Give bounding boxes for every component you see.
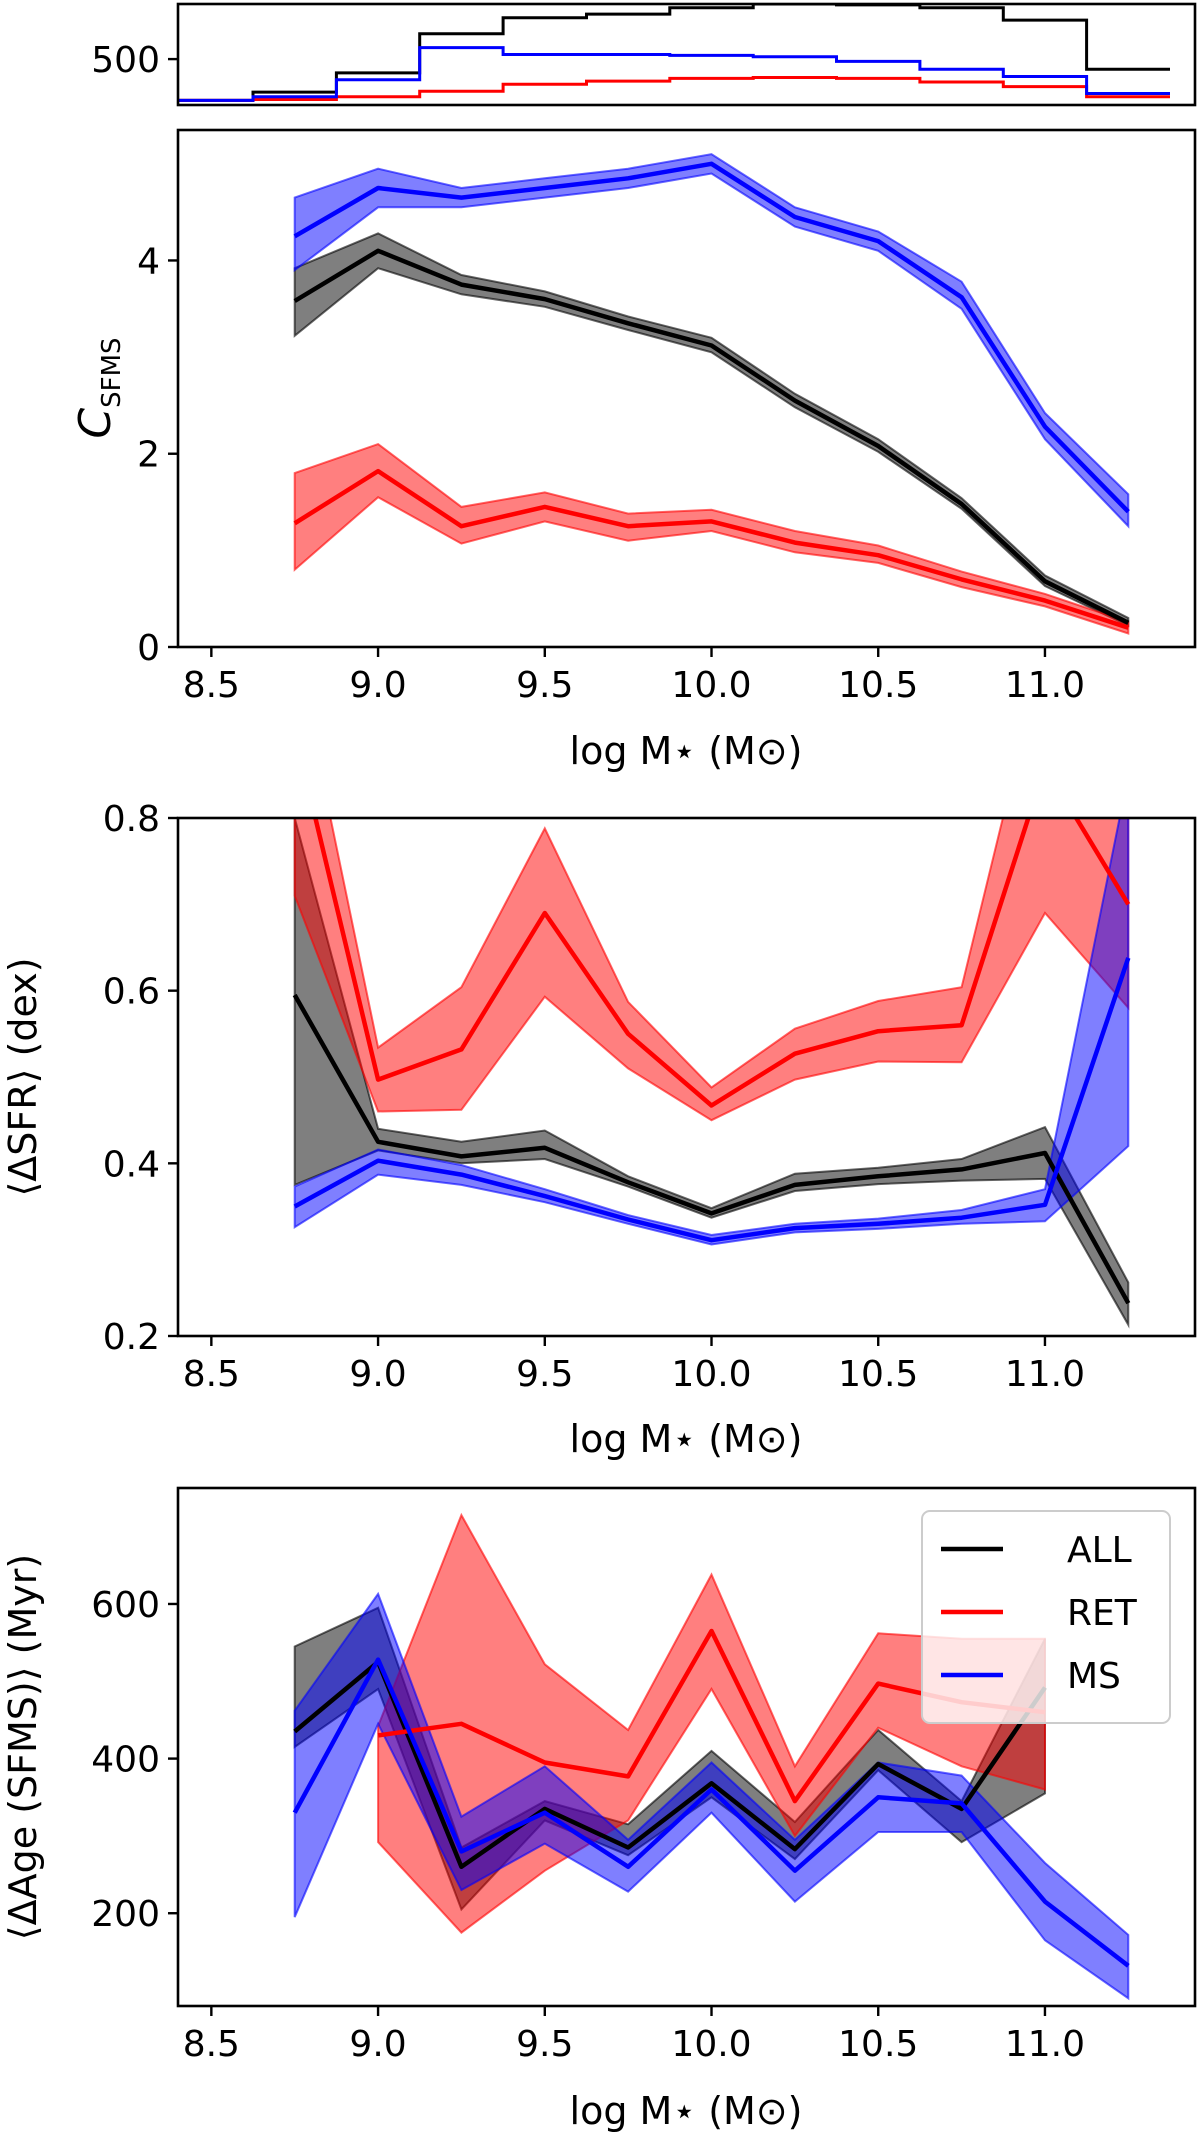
csfms-band-ret (293, 442, 1130, 635)
dage-line-ms (292, 1657, 1130, 1968)
csfms-panel: 0 2 4 8.5 9.0 9.5 10.0 10.5 11.0 log M⋆ (M⊙) CSF… (70, 128, 1197, 773)
csfms-x-label: log M⋆ (M⊙) (570, 729, 803, 773)
dage-ticks: 200 400 600 8.5 9.0 9.5 10.0 10.5 11.0 (91, 1585, 1085, 2065)
dage-line-all (293, 1659, 1047, 1870)
y-tick-label: 400 (91, 1740, 160, 1781)
csfms-line-ms (293, 161, 1130, 514)
csfms-y-label-main: C (70, 408, 121, 439)
hist-step-all (178, 4, 1170, 102)
x-tick-label: 10.5 (838, 2024, 918, 2065)
histogram-panel: 500 (91, 2, 1197, 107)
csfms-ticks: 0 2 4 8.5 9.0 9.5 10.0 10.5 11.0 (137, 241, 1085, 706)
dage-y-label: ⟨ΔAge (SFMS)⟩ (Myr) (1, 1554, 45, 1940)
dsfr-band-ret (293, 818, 1130, 1122)
y-tick-label: 600 (91, 1585, 160, 1626)
x-tick-label: 10.5 (838, 1354, 918, 1395)
csfms-y-label-sub: SFMS (97, 337, 127, 407)
legend-label-all: ALL (1067, 1530, 1132, 1571)
x-tick-label: 11.0 (1005, 665, 1085, 706)
legend-box (921, 1510, 1171, 1724)
histogram-frame (176, 2, 1197, 107)
dage-x-label: log M⋆ (M⊙) (570, 2089, 803, 2133)
x-tick-label: 9.5 (516, 1354, 573, 1395)
y-tick-label: 4 (137, 241, 160, 282)
csfms-frame (176, 128, 1197, 649)
dsfr-x-label: log M⋆ (M⊙) (570, 1417, 803, 1461)
y-tick-label: 0.4 (103, 1144, 160, 1185)
dsfr-line-ret (313, 818, 1131, 1108)
x-tick-label: 9.0 (349, 665, 406, 706)
y-tick-label: 200 (91, 1894, 160, 1935)
legend-label-ret: RET (1067, 1593, 1138, 1634)
dsfr-frame (176, 816, 1197, 1338)
csfms-band-all (293, 232, 1130, 628)
x-tick-label: 10.0 (671, 2024, 751, 2065)
dage-frame (176, 1486, 1197, 2008)
x-tick-label: 11.0 (1005, 1354, 1085, 1395)
x-tick-label: 10.0 (671, 665, 751, 706)
y-tick-label: 0.8 (103, 799, 160, 840)
dsfr-line-ms (293, 957, 1131, 1243)
x-tick-label: 10.5 (838, 665, 918, 706)
csfms-y-label: CSFMS (70, 337, 127, 438)
csfms-line-ret (293, 468, 1129, 630)
dsfr-ticks: 0.2 0.4 0.6 0.8 8.5 9.0 9.5 10.0 10.5 11.0 (103, 799, 1085, 1395)
y-tick-label: 2 (137, 435, 160, 476)
y-tick-label: 0.6 (103, 972, 160, 1013)
dage-band-ms (293, 1591, 1130, 2001)
histogram-y-ticks: 500 (91, 40, 178, 81)
x-tick-label: 9.5 (516, 2024, 573, 2065)
hist-step-ms (178, 46, 1170, 102)
dsfr-panel: 0.2 0.4 0.6 0.8 8.5 9.0 9.5 10.0 10.5 11.0 log M⋆… (1, 799, 1197, 1461)
csfms-line-all (293, 248, 1130, 625)
y-tick-label: 500 (91, 40, 160, 81)
x-tick-label: 8.5 (183, 1354, 240, 1395)
histogram-series (178, 4, 1170, 102)
dsfr-lines (292, 818, 1131, 1305)
legend: ALL RET MS (921, 1510, 1171, 1724)
dage-bands (293, 1512, 1130, 2001)
csfms-lines (293, 161, 1130, 630)
csfms-band-ms (293, 153, 1130, 529)
x-tick-label: 10.0 (671, 1354, 751, 1395)
y-tick-label: 0.2 (103, 1317, 160, 1358)
x-tick-label: 11.0 (1005, 2024, 1085, 2065)
legend-label-ms: MS (1067, 1656, 1121, 1697)
y-tick-label: 0 (137, 628, 160, 669)
x-tick-label: 9.0 (349, 2024, 406, 2065)
csfms-bands (293, 153, 1130, 635)
dsfr-y-label: ⟨ΔSFR⟩ (dex) (1, 957, 45, 1196)
x-tick-label: 9.5 (516, 665, 573, 706)
x-tick-label: 8.5 (183, 665, 240, 706)
dsfr-band-all (293, 818, 1130, 1329)
x-tick-label: 8.5 (183, 2024, 240, 2065)
dage-panel: 200 400 600 8.5 9.0 9.5 10.0 10.5 11.0 log M⋆ (M… (1, 1486, 1197, 2133)
dsfr-line-all (292, 993, 1131, 1305)
x-tick-label: 9.0 (349, 1354, 406, 1395)
